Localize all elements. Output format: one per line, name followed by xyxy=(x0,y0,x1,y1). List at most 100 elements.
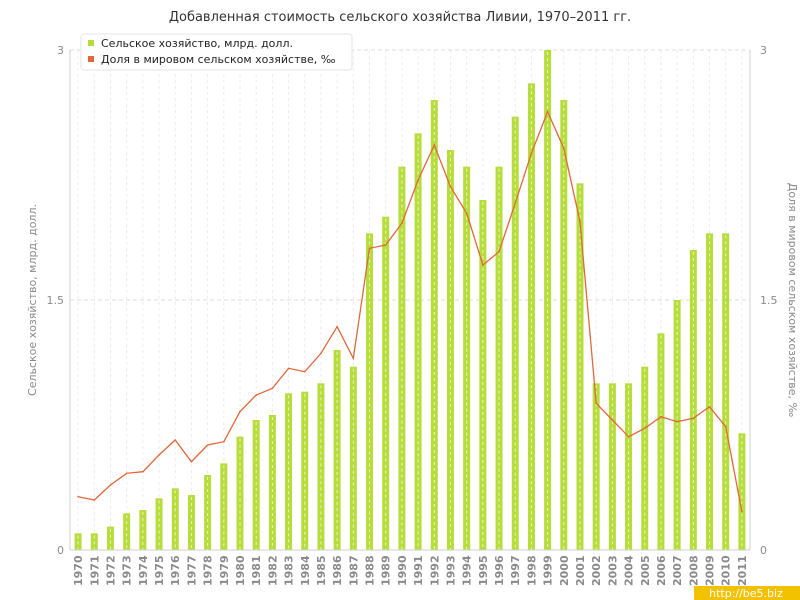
line-point xyxy=(239,410,241,413)
line-point xyxy=(174,439,177,441)
bar xyxy=(463,166,471,550)
x-tick-label: 1971 xyxy=(88,555,101,586)
line-point xyxy=(724,425,727,428)
legend-swatch-line xyxy=(88,56,94,62)
bar xyxy=(349,366,357,550)
x-tick-label: 2000 xyxy=(558,555,571,586)
x-tick-label: 2005 xyxy=(639,555,652,586)
x-tick-label: 1998 xyxy=(525,555,538,586)
x-tick-label: 2006 xyxy=(655,555,668,586)
x-tick-label: 1987 xyxy=(347,555,360,586)
bar xyxy=(527,83,535,550)
bar xyxy=(268,415,276,550)
x-tick-label: 1990 xyxy=(396,555,409,586)
x-tick-label: 1976 xyxy=(169,555,182,586)
x-tick-label: 1984 xyxy=(299,555,312,586)
y-tick-label: 0 xyxy=(57,544,64,557)
x-tick-label: 1970 xyxy=(72,555,85,586)
line-point xyxy=(352,357,355,360)
y-tick-label: 3 xyxy=(57,44,64,57)
line-point xyxy=(676,420,678,423)
line-point xyxy=(530,152,533,155)
x-tick-label: 1992 xyxy=(428,555,441,586)
bar xyxy=(220,463,228,550)
line-point xyxy=(741,510,743,513)
legend-label-line: Доля в мировом сельском хозяйстве, ‰ xyxy=(101,53,336,66)
chart-title: Добавленная стоимость сельского хозяйств… xyxy=(169,10,631,25)
x-tick-label: 1974 xyxy=(137,555,150,586)
bar xyxy=(641,366,649,550)
watermark-bg xyxy=(694,586,800,600)
line-point xyxy=(563,147,565,150)
x-tick-label: 2011 xyxy=(736,555,749,586)
line-point xyxy=(142,470,144,473)
x-tick-label: 1978 xyxy=(202,555,215,586)
line-point xyxy=(498,250,500,253)
line-point xyxy=(433,144,436,146)
line-point xyxy=(303,370,306,373)
x-tick-label: 1994 xyxy=(461,555,474,586)
line-point xyxy=(482,264,484,266)
line-point xyxy=(384,244,387,246)
axes xyxy=(69,50,751,551)
line-point xyxy=(692,417,695,420)
line-point xyxy=(643,427,646,430)
bar xyxy=(511,116,519,551)
x-tick-label: 1986 xyxy=(331,555,344,586)
x-tick-label: 1982 xyxy=(266,555,279,586)
line-point xyxy=(417,179,419,181)
x-tick-label: 2008 xyxy=(687,555,700,586)
legend-label-bars: Сельское хозяйство, млрд. долл. xyxy=(101,37,293,50)
line-point xyxy=(514,202,517,205)
line-point xyxy=(546,110,549,113)
line-point xyxy=(287,367,290,370)
line-point xyxy=(660,415,662,418)
x-tick-label: 2002 xyxy=(590,555,603,586)
x-tick-label: 1997 xyxy=(509,555,522,586)
line-point xyxy=(449,185,452,188)
x-tick-label: 1973 xyxy=(121,555,134,586)
line-series xyxy=(77,110,743,513)
x-tick-label: 2004 xyxy=(623,555,636,586)
legend-box xyxy=(80,33,353,71)
legend: Сельское хозяйство, млрд. долл. Доля в м… xyxy=(80,33,353,71)
x-tick-label: 1995 xyxy=(477,555,490,586)
bar xyxy=(171,488,179,550)
line-point xyxy=(223,440,225,443)
x-tick-label: 1980 xyxy=(234,555,247,586)
bar xyxy=(204,475,212,550)
line-point xyxy=(627,435,630,438)
bar xyxy=(479,200,487,550)
line-point xyxy=(465,212,468,215)
bar xyxy=(285,393,293,550)
x-tick-label: 1979 xyxy=(218,555,231,586)
bar xyxy=(317,383,325,550)
line-point xyxy=(579,220,581,223)
bar xyxy=(689,250,697,550)
line-point xyxy=(595,402,597,405)
bar xyxy=(301,391,309,550)
x-tick-label: 1977 xyxy=(185,555,198,586)
x-tick-label: 2007 xyxy=(671,555,684,586)
watermark: http://be5.biz xyxy=(694,586,800,600)
line-point xyxy=(336,325,338,328)
x-tick-label: 1975 xyxy=(153,555,166,586)
line-point xyxy=(158,454,160,456)
y2-axis-label: Доля в мировом сельском хозяйстве, ‰ xyxy=(786,183,799,418)
y2-tick-label: 0 xyxy=(760,544,767,557)
line-point xyxy=(93,499,96,501)
line-point xyxy=(206,444,209,446)
x-tick-label: 1972 xyxy=(104,555,117,586)
x-tick-label: 1983 xyxy=(283,555,296,586)
x-tick-label: 1989 xyxy=(380,555,393,586)
x-tick-label: 2001 xyxy=(574,555,587,586)
line-point xyxy=(271,387,274,390)
line-point xyxy=(109,484,112,486)
line-point xyxy=(708,405,711,408)
bar xyxy=(625,383,633,550)
x-tick-label: 1981 xyxy=(250,555,263,586)
x-tick-label: 1993 xyxy=(444,555,457,586)
y-axis-label: Сельское хозяйство, млрд. долл. xyxy=(26,204,39,396)
legend-swatch-bars xyxy=(88,40,94,46)
